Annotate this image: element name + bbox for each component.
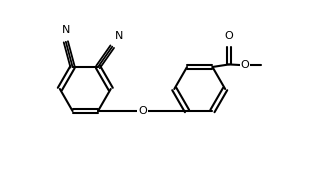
- Text: N: N: [62, 25, 70, 35]
- Text: O: O: [138, 106, 147, 116]
- Text: O: O: [241, 60, 249, 70]
- Text: N: N: [115, 31, 123, 41]
- Text: O: O: [225, 31, 233, 41]
